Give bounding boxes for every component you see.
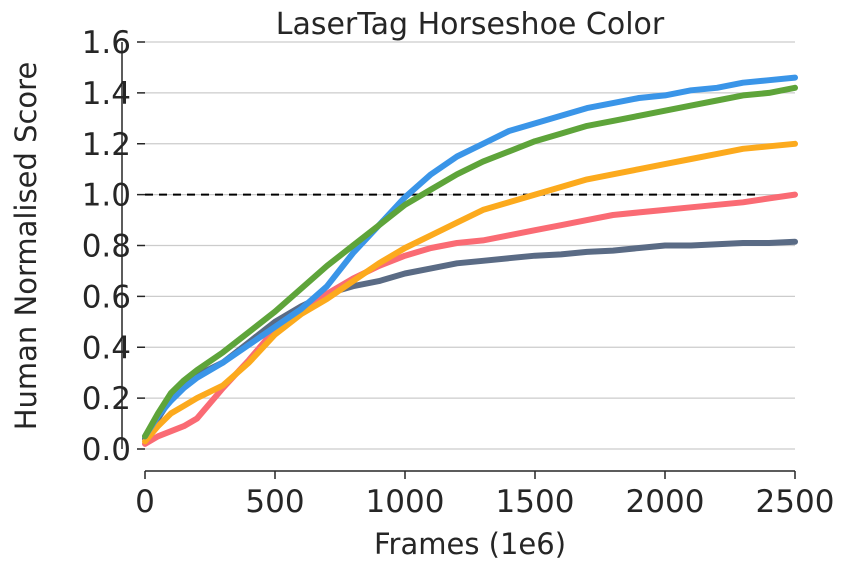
x-tick-label: 500 <box>245 484 304 520</box>
y-tick-label: 1.0 <box>82 178 131 214</box>
y-tick-label: 0.0 <box>82 432 131 468</box>
series-line-4 <box>142 74 798 440</box>
x-tick-label: 2000 <box>626 484 705 520</box>
chart-title: LaserTag Horseshoe Color <box>276 7 665 42</box>
x-axis-label: Frames (1e6) <box>374 527 566 561</box>
y-tick-label: 1.4 <box>82 76 131 112</box>
series-line-5 <box>142 84 798 440</box>
y-tick-label: 1.6 <box>82 25 131 61</box>
series-line-3 <box>142 140 798 445</box>
series-line-2 <box>142 191 798 447</box>
x-tick-label: 2500 <box>756 484 835 520</box>
series-group <box>142 74 798 447</box>
y-axis-label: Human Normalised Score <box>9 62 43 431</box>
y-axis-ticks: 0.0 0.2 0.4 0.6 0.8 1.0 1.2 1.4 1.6 <box>82 25 145 468</box>
y-tick-label: 0.6 <box>82 279 131 315</box>
y-tick-label: 1.2 <box>82 127 131 163</box>
x-tick-label: 1000 <box>366 484 445 520</box>
x-tick-label: 1500 <box>496 484 575 520</box>
y-tick-label: 0.4 <box>82 330 131 366</box>
x-axis-ticks: 0 500 1000 1500 2000 2500 <box>135 471 834 520</box>
x-tick-label: 0 <box>135 484 155 520</box>
y-tick-label: 0.2 <box>82 381 131 417</box>
y-tick-label: 0.8 <box>82 229 131 265</box>
